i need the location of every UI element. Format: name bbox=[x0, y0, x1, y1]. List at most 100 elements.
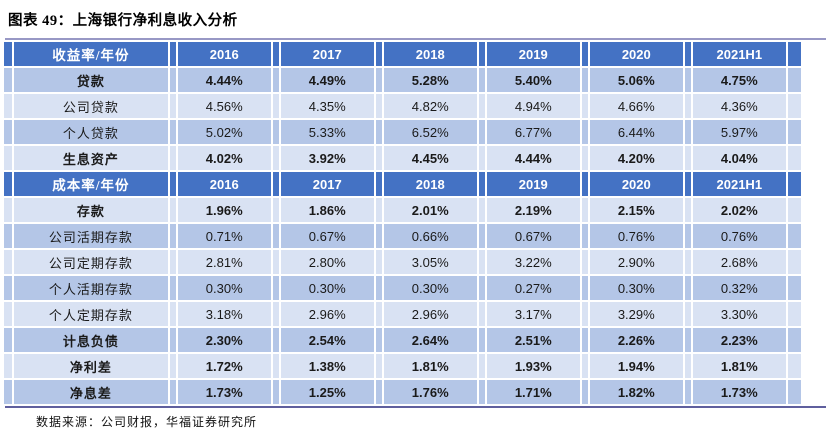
section-header-row: 成本率/年份 2016 2017 2018 2019 2020 2021H1 bbox=[4, 172, 801, 196]
top-rule bbox=[5, 38, 826, 40]
value-cell: 3.29% bbox=[589, 302, 683, 326]
spacer-cell bbox=[169, 380, 176, 404]
table-row: 净息差 1.73% 1.25% 1.76% 1.71% 1.82% 1.73% bbox=[4, 380, 801, 404]
spacer-cell bbox=[272, 68, 279, 92]
value-cell: 2.80% bbox=[280, 250, 374, 274]
value-cell: 4.04% bbox=[692, 146, 786, 170]
row-label: 计息负债 bbox=[14, 328, 168, 352]
value-cell: 3.22% bbox=[486, 250, 580, 274]
year-header-cell: 2018 bbox=[383, 42, 477, 66]
spacer-cell bbox=[4, 224, 13, 248]
table-row: 计息负债 2.30% 2.54% 2.64% 2.51% 2.26% 2.23% bbox=[4, 328, 801, 352]
year-header-cell: 2021H1 bbox=[692, 172, 786, 196]
spacer-cell bbox=[272, 172, 279, 196]
value-cell: 0.71% bbox=[177, 224, 271, 248]
value-cell: 3.92% bbox=[280, 146, 374, 170]
value-cell: 1.72% bbox=[177, 354, 271, 378]
spacer-cell bbox=[478, 250, 485, 274]
spacer-cell bbox=[787, 198, 801, 222]
spacer-cell bbox=[4, 68, 13, 92]
spacer-cell bbox=[787, 276, 801, 300]
row-label: 生息资产 bbox=[14, 146, 168, 170]
year-header-cell: 2017 bbox=[280, 172, 374, 196]
value-cell: 1.25% bbox=[280, 380, 374, 404]
spacer-cell bbox=[272, 120, 279, 144]
spacer-cell bbox=[169, 94, 176, 118]
value-cell: 5.06% bbox=[589, 68, 683, 92]
value-cell: 0.30% bbox=[589, 276, 683, 300]
spacer-cell bbox=[169, 172, 176, 196]
spacer-cell bbox=[4, 120, 13, 144]
value-cell: 6.44% bbox=[589, 120, 683, 144]
spacer-cell bbox=[581, 68, 588, 92]
value-cell: 4.35% bbox=[280, 94, 374, 118]
bottom-rule bbox=[5, 406, 826, 408]
value-cell: 4.44% bbox=[177, 68, 271, 92]
spacer-cell bbox=[478, 302, 485, 326]
year-header-cell: 2019 bbox=[486, 42, 580, 66]
value-cell: 4.44% bbox=[486, 146, 580, 170]
row-label: 公司定期存款 bbox=[14, 250, 168, 274]
value-cell: 4.49% bbox=[280, 68, 374, 92]
row-label: 公司贷款 bbox=[14, 94, 168, 118]
spacer-cell bbox=[581, 380, 588, 404]
spacer-cell bbox=[478, 172, 485, 196]
value-cell: 1.76% bbox=[383, 380, 477, 404]
spacer-cell bbox=[375, 94, 382, 118]
spacer-cell bbox=[478, 42, 485, 66]
spacer-cell bbox=[787, 380, 801, 404]
spacer-cell bbox=[4, 354, 13, 378]
spacer-cell bbox=[787, 146, 801, 170]
value-cell: 2.90% bbox=[589, 250, 683, 274]
spacer-cell bbox=[375, 224, 382, 248]
spacer-cell bbox=[684, 68, 691, 92]
spacer-cell bbox=[169, 250, 176, 274]
value-cell: 2.81% bbox=[177, 250, 271, 274]
value-cell: 5.40% bbox=[486, 68, 580, 92]
spacer-cell bbox=[581, 42, 588, 66]
value-cell: 1.82% bbox=[589, 380, 683, 404]
spacer-cell bbox=[4, 276, 13, 300]
table-row: 个人贷款 5.02% 5.33% 6.52% 6.77% 6.44% 5.97% bbox=[4, 120, 801, 144]
row-label: 个人贷款 bbox=[14, 120, 168, 144]
value-cell: 6.77% bbox=[486, 120, 580, 144]
spacer-cell bbox=[581, 120, 588, 144]
spacer-cell bbox=[272, 380, 279, 404]
value-cell: 1.38% bbox=[280, 354, 374, 378]
spacer-cell bbox=[375, 328, 382, 352]
spacer-cell bbox=[581, 172, 588, 196]
spacer-cell bbox=[4, 146, 13, 170]
spacer-cell bbox=[478, 94, 485, 118]
row-label: 个人活期存款 bbox=[14, 276, 168, 300]
spacer-cell bbox=[787, 94, 801, 118]
section-header-row: 收益率/年份 2016 2017 2018 2019 2020 2021H1 bbox=[4, 42, 801, 66]
value-cell: 2.54% bbox=[280, 328, 374, 352]
value-cell: 6.52% bbox=[383, 120, 477, 144]
value-cell: 3.05% bbox=[383, 250, 477, 274]
data-source: 数据来源：公司财报，华福证券研究所 bbox=[36, 415, 258, 429]
value-cell: 5.02% bbox=[177, 120, 271, 144]
value-cell: 2.19% bbox=[486, 198, 580, 222]
row-label: 净息差 bbox=[14, 380, 168, 404]
figure-title: 图表 49：上海银行净利息收入分析 bbox=[8, 13, 238, 29]
spacer-cell bbox=[684, 42, 691, 66]
year-header-cell: 2016 bbox=[177, 42, 271, 66]
spacer-cell bbox=[272, 224, 279, 248]
spacer-cell bbox=[169, 224, 176, 248]
year-header-cell: 2016 bbox=[177, 172, 271, 196]
spacer-cell bbox=[478, 68, 485, 92]
spacer-cell bbox=[272, 94, 279, 118]
spacer-cell bbox=[478, 380, 485, 404]
spacer-cell bbox=[684, 172, 691, 196]
spacer-cell bbox=[375, 276, 382, 300]
value-cell: 1.94% bbox=[589, 354, 683, 378]
value-cell: 4.56% bbox=[177, 94, 271, 118]
value-cell: 0.76% bbox=[692, 224, 786, 248]
value-cell: 0.67% bbox=[486, 224, 580, 248]
table-row: 净利差 1.72% 1.38% 1.81% 1.93% 1.94% 1.81% bbox=[4, 354, 801, 378]
year-header-cell: 2017 bbox=[280, 42, 374, 66]
spacer-cell bbox=[478, 120, 485, 144]
spacer-cell bbox=[375, 250, 382, 274]
value-cell: 2.51% bbox=[486, 328, 580, 352]
